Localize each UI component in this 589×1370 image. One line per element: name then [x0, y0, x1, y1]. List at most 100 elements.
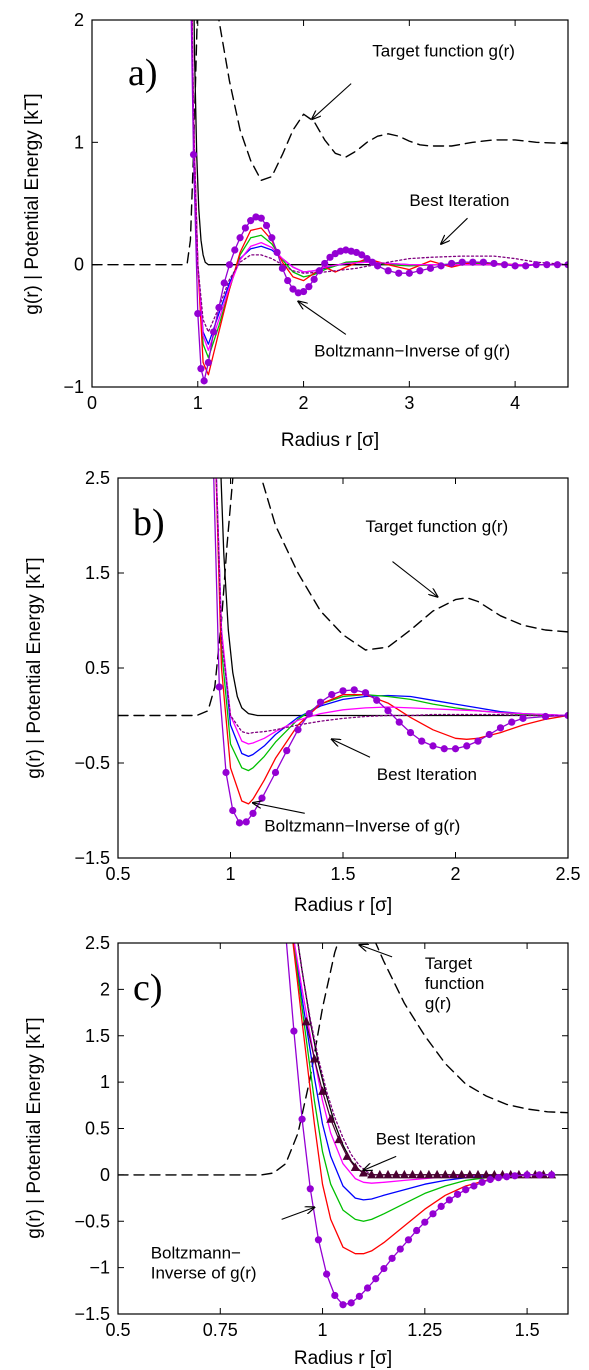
data-point-c-boltzmann	[363, 1284, 372, 1292]
y-axis-label-b: g(r) | Potential Energy [kT]	[24, 557, 45, 778]
x-tick-label-c: 0.5	[105, 1320, 130, 1340]
series-a-iteration-3	[191, 20, 568, 359]
chart-panel-a: Target function g(r) Best Iteration Boltzm…	[22, 10, 569, 451]
data-point-a-boltzmann	[305, 283, 313, 291]
x-tick-label-a: 4	[510, 393, 520, 413]
data-point-b-boltzmann	[564, 711, 568, 720]
data-point-a-boltzmann	[395, 269, 403, 277]
annotation-arrow-a	[298, 301, 347, 335]
annotation-arrow-c	[281, 1207, 315, 1220]
data-point-b-boltzmann	[474, 737, 482, 745]
data-point-b-boltzmann	[258, 794, 266, 802]
x-axis-label-b: Radius r [σ]	[294, 895, 392, 916]
data-point-c-boltzmann	[323, 1270, 331, 1278]
y-axis-label-a: g(r) | Potential Energy [kT]	[22, 93, 43, 314]
data-point-b-boltzmann	[496, 724, 505, 732]
series-layer-c	[118, 943, 568, 1309]
plot-frame-a	[91, 19, 569, 388]
data-point-b-boltzmann	[305, 710, 313, 718]
data-point-c-boltzmann	[429, 1210, 437, 1218]
data-point-b-boltzmann	[440, 745, 448, 753]
y-tick-label-c: 1.5	[85, 1026, 110, 1046]
data-point-c-boltzmann	[421, 1218, 429, 1226]
data-point-b-boltzmann	[541, 712, 550, 721]
series-c-target-0	[118, 943, 568, 1176]
x-axis-label-a: Radius r [σ]	[281, 430, 379, 451]
data-point-a-boltzmann	[310, 275, 318, 283]
data-point-c-triangle	[481, 1169, 491, 1179]
data-point-a-boltzmann	[368, 258, 376, 266]
data-point-a-boltzmann	[215, 303, 223, 312]
series-a-target-0	[92, 20, 568, 266]
x-tick-label-b: 0.5	[105, 864, 130, 884]
data-point-a-boltzmann	[268, 234, 276, 242]
data-point-b-boltzmann	[328, 691, 336, 699]
data-point-c-boltzmann	[453, 1190, 462, 1198]
annotation-arrow-a	[441, 217, 468, 244]
data-point-c-triangle	[309, 1053, 319, 1063]
annotation-layer-a: Target function g(r) Best Iteration Boltzm…	[298, 42, 515, 360]
data-point-c-boltzmann	[331, 1291, 339, 1300]
x-tick-label-b: 2	[450, 864, 460, 884]
data-point-a-boltzmann	[247, 217, 255, 225]
data-point-a-boltzmann	[543, 261, 551, 269]
data-point-b-boltzmann	[485, 730, 493, 739]
data-point-a-boltzmann	[522, 262, 530, 270]
data-point-b-boltzmann	[249, 809, 257, 817]
x-tick-label-c: 1.25	[407, 1320, 442, 1340]
data-point-c-triangle	[399, 1169, 409, 1179]
data-point-a-boltzmann	[236, 234, 244, 242]
annotation-arrow-c	[359, 945, 393, 958]
annotation-text-a: Boltzmann−Inverse of g(r)	[314, 341, 510, 360]
series-a-iteration-5	[191, 20, 568, 351]
series-c-iteration-2	[293, 943, 549, 1201]
data-point-a-boltzmann	[553, 261, 562, 269]
series-c-iteration-4	[292, 943, 549, 1255]
data-point-c-triangle	[334, 1134, 344, 1144]
data-point-b-boltzmann	[229, 806, 237, 815]
annotation-text-b: Best Iteration	[377, 765, 477, 784]
annotation-text-c: Boltzmann−	[151, 1243, 241, 1262]
data-point-a-boltzmann	[189, 150, 198, 159]
data-point-b-boltzmann	[406, 729, 415, 737]
data-point-c-boltzmann	[413, 1226, 421, 1235]
data-point-a-boltzmann	[197, 365, 205, 373]
y-tick-label-c: 1	[100, 1072, 110, 1092]
data-point-b-boltzmann	[373, 696, 381, 704]
series-b-iteration-3	[215, 478, 568, 772]
data-point-c-triangle	[473, 1169, 483, 1179]
y-tick-label-a: 1	[74, 132, 84, 152]
x-axis-label-c: Radius r [σ]	[294, 1348, 392, 1369]
data-point-a-boltzmann	[210, 328, 218, 336]
data-point-a-boltzmann	[448, 259, 456, 268]
data-point-c-boltzmann	[511, 1172, 519, 1180]
data-point-c-boltzmann	[548, 1171, 556, 1179]
data-point-c-boltzmann	[314, 1236, 323, 1244]
x-tick-label-a: 2	[299, 393, 309, 413]
x-tick-label-a: 3	[404, 393, 414, 413]
data-point-c-triangle	[383, 1169, 393, 1179]
y-tick-label-a: −1	[63, 377, 84, 397]
series-b-iteration-2	[215, 478, 568, 758]
y-tick-label-b: 1.5	[85, 563, 110, 583]
data-point-c-boltzmann	[503, 1173, 511, 1181]
data-point-a-boltzmann	[437, 262, 445, 270]
data-point-a-boltzmann	[384, 267, 392, 275]
panel-label-c: c)	[133, 967, 163, 1009]
data-point-b-boltzmann	[508, 718, 516, 726]
y-tick-label-c: 0	[100, 1165, 110, 1185]
data-point-a-boltzmann	[326, 253, 334, 261]
data-point-c-boltzmann	[494, 1174, 503, 1182]
y-tick-label-b: −1.5	[74, 848, 110, 868]
annotation-text-c: function	[425, 974, 485, 993]
y-axis-label-c: g(r) | Potential Energy [kT]	[24, 1017, 45, 1238]
series-layer-b	[118, 478, 568, 827]
data-point-a-boltzmann	[374, 262, 382, 270]
data-point-a-boltzmann	[262, 221, 271, 230]
y-tick-label-a: 0	[74, 255, 84, 275]
annotation-arrow-c	[363, 1155, 397, 1170]
series-layer-a	[92, 20, 568, 385]
annotation-text-c: Target	[425, 954, 473, 973]
